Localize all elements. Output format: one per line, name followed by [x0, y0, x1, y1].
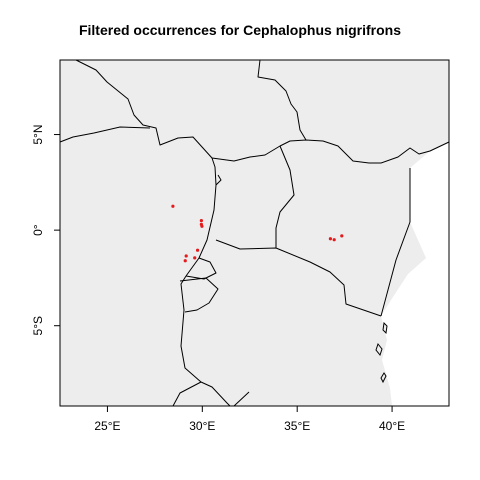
- occurrence-point: [340, 234, 344, 238]
- border-line: [172, 381, 202, 407]
- x-tick-label: 30°E: [189, 419, 215, 433]
- indian-ocean: [381, 142, 449, 406]
- x-tick-label: 25°E: [94, 419, 120, 433]
- y-tick-label: 0°: [31, 224, 45, 236]
- border-line: [380, 168, 411, 317]
- occurrence-point: [184, 254, 188, 258]
- occurrence-point: [332, 238, 336, 242]
- y-tick-label: 5°N: [31, 124, 45, 144]
- border-line: [75, 59, 217, 277]
- border-line: [211, 139, 450, 164]
- border-line: [180, 275, 231, 407]
- border-line: [233, 391, 250, 407]
- occurrence-points: [171, 204, 344, 263]
- border-line: [59, 126, 151, 143]
- y-axis: 5°N 0° 5°S: [31, 124, 60, 335]
- country-borders: [59, 59, 450, 407]
- map-frame: [59, 59, 450, 407]
- island: [375, 342, 383, 357]
- map-panel: [60, 60, 449, 406]
- border-line: [275, 145, 295, 248]
- island: [382, 321, 388, 335]
- x-tick-label: 40°E: [379, 419, 405, 433]
- occurrence-point: [199, 218, 203, 223]
- border-line: [215, 174, 222, 186]
- island: [380, 372, 387, 384]
- border-line: [215, 239, 382, 317]
- occurrence-point: [328, 237, 333, 241]
- map-title: Filtered occurrences for Cephalophus nig…: [78, 22, 402, 38]
- occurrence-point: [193, 256, 197, 260]
- border-line: [257, 59, 307, 141]
- x-axis: 25°E 30°E 35°E 40°E: [94, 406, 405, 433]
- occurrence-point: [171, 204, 175, 208]
- coastal-islands: [375, 321, 388, 384]
- x-tick-label: 35°E: [284, 419, 310, 433]
- occurrence-point: [200, 224, 204, 228]
- occurrence-point: [195, 248, 200, 252]
- occurrence-point: [183, 259, 187, 263]
- border-line: [185, 257, 217, 280]
- border-line: [179, 277, 219, 313]
- y-tick-label: 5°S: [31, 316, 45, 335]
